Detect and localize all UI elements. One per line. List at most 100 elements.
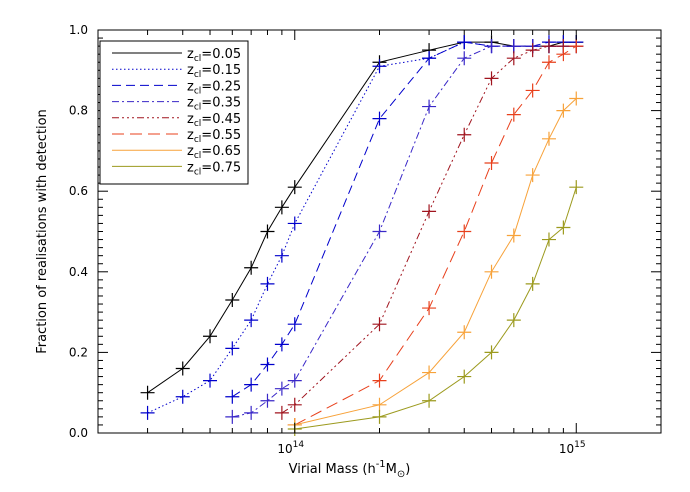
data-point <box>422 301 437 316</box>
series-line <box>232 41 577 398</box>
data-point <box>287 373 302 388</box>
legend-entry: zcl=0.75 <box>187 160 241 177</box>
data-point <box>225 389 240 404</box>
data-point <box>244 377 259 392</box>
y-axis-ticks: 0.0 0.2 0.4 0.6 0.8 1.0 <box>69 23 661 440</box>
data-point <box>244 260 259 275</box>
data-point <box>175 361 190 376</box>
legend-entry: zcl=0.65 <box>187 144 241 161</box>
legend-entry: zcl=0.05 <box>187 47 241 64</box>
data-point <box>569 91 584 106</box>
data-point <box>225 341 240 356</box>
x-tick-label: 1014 <box>277 440 304 456</box>
legend-entry: zcl=0.35 <box>187 96 241 113</box>
data-point <box>556 220 571 235</box>
y-tick-label: 0.8 <box>69 104 88 118</box>
x-axis-title: Virial Mass (h-1M⊙) <box>289 459 411 480</box>
legend-entry: zcl=0.15 <box>187 63 241 80</box>
data-point <box>244 405 259 420</box>
data-point <box>274 337 289 352</box>
legend-box <box>99 40 249 185</box>
data-point <box>175 389 190 404</box>
legend: zcl=0.05zcl=0.15zcl=0.25zcl=0.35zcl=0.45… <box>99 40 249 185</box>
data-point <box>457 51 472 66</box>
data-point <box>140 405 155 420</box>
y-tick-label: 0.6 <box>69 184 88 198</box>
legend-entry: zcl=0.55 <box>187 128 241 145</box>
data-point <box>372 373 387 388</box>
data-point <box>541 232 556 247</box>
data-point <box>457 369 472 384</box>
data-point <box>203 329 218 344</box>
series-3 <box>225 39 584 424</box>
data-point <box>525 168 540 183</box>
y-tick-label: 0.4 <box>69 265 88 279</box>
y-axis-title: Fraction of realisations with detection <box>35 109 50 354</box>
data-point <box>541 131 556 146</box>
data-point <box>372 224 387 239</box>
data-point <box>372 59 387 74</box>
series-line <box>294 98 577 426</box>
series-5 <box>287 39 584 432</box>
series-6 <box>287 91 584 432</box>
data-point <box>506 39 521 54</box>
data-point <box>422 99 437 114</box>
data-point <box>372 317 387 332</box>
data-point <box>457 325 472 340</box>
data-point <box>260 357 275 372</box>
data-point <box>541 39 556 54</box>
data-point <box>422 365 437 380</box>
data-point <box>274 381 289 396</box>
y-tick-label: 0.2 <box>69 345 88 359</box>
legend-entry: zcl=0.45 <box>187 112 241 129</box>
data-point <box>274 200 289 215</box>
data-point <box>244 313 259 328</box>
series-line <box>294 187 577 430</box>
data-point <box>140 385 155 400</box>
x-axis-ticks: 1014 1015 <box>97 30 662 456</box>
data-point <box>525 43 540 58</box>
data-point <box>372 111 387 126</box>
data-point <box>484 71 499 86</box>
data-point <box>287 216 302 231</box>
data-point <box>203 373 218 388</box>
data-point <box>506 107 521 122</box>
data-point <box>225 293 240 308</box>
series-7 <box>287 180 584 436</box>
data-point <box>506 228 521 243</box>
data-point <box>274 248 289 263</box>
data-point <box>260 224 275 239</box>
data-point <box>484 264 499 279</box>
data-point <box>525 276 540 291</box>
data-point <box>506 313 521 328</box>
data-point <box>422 204 437 219</box>
data-point <box>372 397 387 412</box>
data-point <box>569 39 584 54</box>
data-point <box>457 224 472 239</box>
data-point <box>484 155 499 170</box>
data-point <box>422 51 437 66</box>
data-point <box>225 409 240 424</box>
data-point <box>287 397 302 412</box>
data-point <box>287 317 302 332</box>
data-point <box>422 393 437 408</box>
y-tick-label: 0.0 <box>69 426 88 440</box>
x-tick-label: 1015 <box>559 440 586 456</box>
data-point <box>372 409 387 424</box>
data-point <box>541 55 556 70</box>
data-point <box>506 51 521 66</box>
data-point <box>556 103 571 118</box>
data-point <box>569 180 584 195</box>
data-point <box>260 393 275 408</box>
data-point <box>274 405 289 420</box>
series-line <box>294 45 577 426</box>
legend-entry: zcl=0.25 <box>187 79 241 96</box>
data-point <box>525 83 540 98</box>
y-tick-label: 1.0 <box>69 23 88 37</box>
data-point <box>484 39 499 54</box>
data-point <box>287 180 302 195</box>
data-point <box>260 276 275 291</box>
data-point <box>457 35 472 50</box>
data-point <box>556 47 571 62</box>
